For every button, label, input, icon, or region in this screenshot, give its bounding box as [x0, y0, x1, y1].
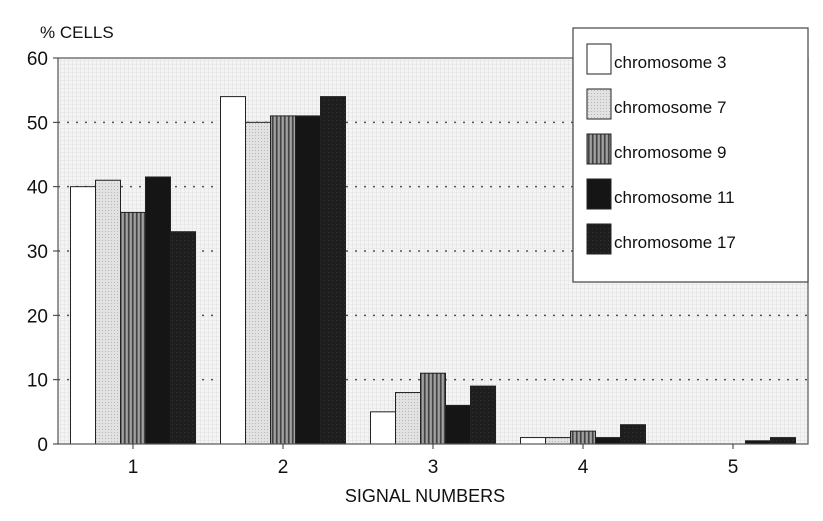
- x-tick-label: 3: [428, 457, 439, 478]
- bar-chromosome-11-1: [145, 176, 171, 445]
- y-tick-label: 10: [27, 371, 48, 392]
- bar-chromosome-17-4: [620, 424, 646, 445]
- y-tick-label: 20: [27, 306, 48, 327]
- x-tick-label: 1: [128, 457, 139, 478]
- bar-chromosome-7-3: [395, 392, 421, 445]
- bar-chromosome-3-4: [520, 437, 546, 445]
- bar-chromosome-11-3: [445, 404, 471, 445]
- y-tick-label: 30: [27, 242, 48, 263]
- bar-chromosome-7-4: [545, 437, 571, 445]
- x-axis-label: SIGNAL NUMBERS: [345, 486, 505, 506]
- legend-label: chromosome 11: [614, 188, 735, 207]
- bar-chromosome-11-2: [295, 115, 321, 445]
- legend-swatch: [586, 133, 612, 165]
- legend-label: chromosome 7: [614, 98, 726, 117]
- x-tick-label: 2: [278, 457, 289, 478]
- bar-chromosome-9-1: [120, 211, 146, 445]
- bar-chromosome-3-3: [370, 411, 396, 445]
- y-tick-label: 40: [27, 178, 48, 199]
- legend-label: chromosome 3: [614, 53, 726, 72]
- y-tick-label: 0: [37, 435, 48, 456]
- bar-chromosome-9-2: [270, 115, 296, 445]
- legend-swatch: [586, 223, 612, 255]
- bar-chromosome-7-1: [95, 179, 121, 445]
- x-tick-label: 4: [578, 457, 589, 478]
- bar-chromosome-3-1: [70, 186, 96, 445]
- legend: chromosome 3 chromosome 7 chromosome 9 chro…: [572, 27, 809, 283]
- y-axis-label: % CELLS: [40, 23, 114, 42]
- bar-chromosome-7-2: [245, 121, 271, 445]
- legend-swatch: [586, 178, 612, 210]
- bar-chromosome-3-2: [220, 96, 246, 445]
- bar-chromosome-17-2: [320, 96, 346, 445]
- legend-swatch: [586, 88, 612, 120]
- legend-label: chromosome 9: [614, 143, 726, 162]
- bar-chromosome-9-4: [570, 430, 596, 445]
- y-tick-label: 60: [27, 49, 48, 70]
- bar-chromosome-17-1: [170, 231, 196, 445]
- y-tick-label: 50: [27, 113, 48, 134]
- bar-chromosome-17-3: [470, 385, 496, 445]
- legend-swatch: [586, 43, 612, 75]
- bar-chromosome-9-3: [420, 372, 446, 445]
- legend-label: chromosome 17: [614, 233, 736, 252]
- bar-chromosome-11-4: [595, 437, 621, 445]
- x-tick-label: 5: [728, 457, 739, 478]
- bar-chromosome-17-5: [770, 437, 796, 445]
